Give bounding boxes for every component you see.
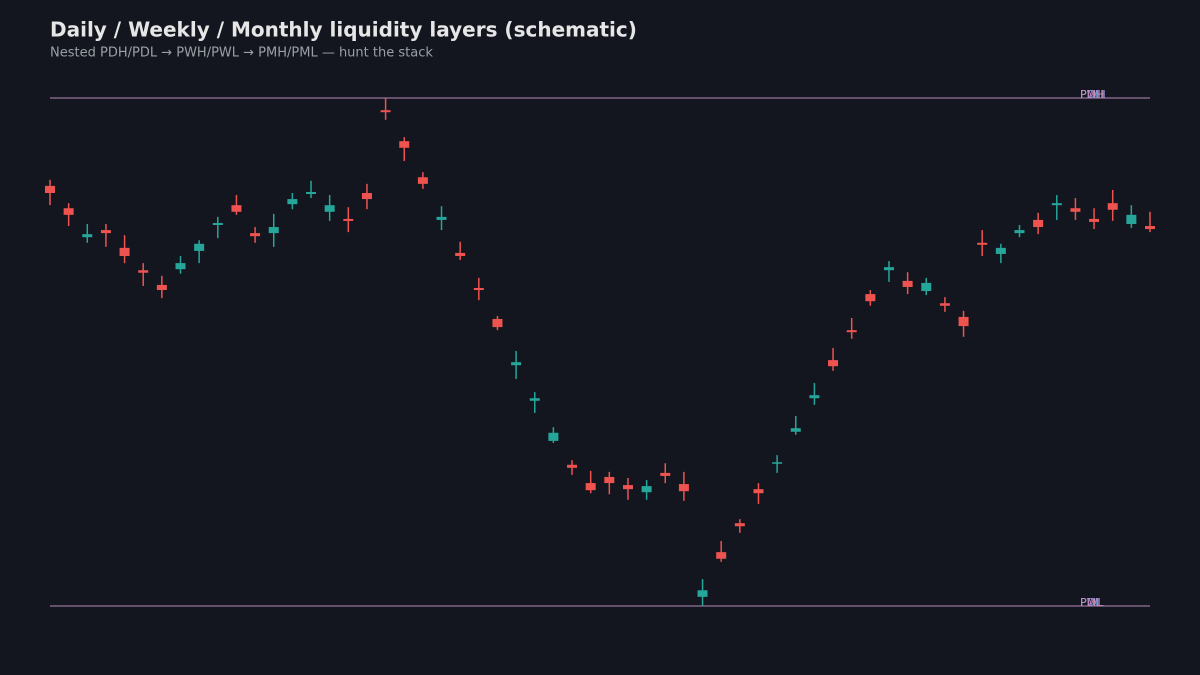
candle-body	[250, 233, 261, 237]
candle-body	[846, 330, 857, 333]
candle-body	[324, 205, 335, 212]
candle-body	[1070, 208, 1081, 212]
chart-title: Daily / Weekly / Monthly liquidity layer…	[50, 18, 637, 42]
candle-body	[1089, 218, 1100, 222]
level-label: PML	[1080, 596, 1103, 609]
candle-body	[902, 280, 913, 287]
candle-body	[716, 552, 727, 559]
candle-body	[138, 270, 149, 273]
candle-body	[958, 316, 969, 327]
candle-body	[380, 110, 391, 113]
candle-body	[343, 218, 354, 221]
candle-body	[585, 483, 596, 491]
candle-body	[492, 318, 503, 328]
candle-body	[939, 303, 950, 306]
candle-body	[697, 590, 708, 597]
candle-body	[82, 234, 93, 238]
candle-body	[194, 243, 205, 251]
candle-body	[1107, 203, 1118, 210]
candle-body	[1014, 230, 1025, 234]
candle-body	[772, 462, 783, 464]
candle-body	[231, 205, 242, 212]
candle-body	[548, 432, 559, 441]
candle-body	[995, 247, 1006, 254]
candle-body	[436, 216, 447, 220]
candle-body	[604, 476, 615, 484]
candle-body	[865, 294, 876, 302]
candle-body	[790, 428, 801, 432]
candle-body	[734, 523, 745, 527]
candle-body	[455, 252, 466, 256]
candle-body	[268, 227, 279, 234]
candle-body	[1145, 226, 1155, 230]
candle-body	[660, 472, 671, 476]
candle-body	[921, 282, 932, 292]
candle-body	[63, 208, 74, 215]
candle-body	[529, 398, 540, 401]
candle-body	[828, 360, 839, 367]
candle-body	[156, 284, 167, 291]
candle-body	[45, 185, 55, 193]
candle-body	[175, 263, 186, 270]
candle-body	[809, 395, 820, 399]
candle-body	[977, 242, 988, 245]
chart-subtitle: Nested PDH/PDL → PWH/PWL → PMH/PML — hun…	[50, 46, 433, 61]
candle-body	[883, 267, 894, 271]
candle-body	[567, 464, 578, 468]
candle-body	[1126, 214, 1137, 224]
candle-body	[306, 191, 317, 195]
candle-body	[361, 192, 372, 200]
candle-body	[119, 247, 130, 256]
candle-body	[1033, 219, 1044, 228]
candle-body	[511, 362, 522, 366]
candle-body	[287, 199, 298, 205]
candle-body	[622, 485, 633, 490]
candle-body	[1051, 203, 1062, 206]
candle-body	[753, 489, 764, 494]
candle-body	[100, 230, 111, 234]
candle-body	[678, 484, 689, 492]
candle-body	[641, 486, 652, 493]
candle-body	[473, 287, 484, 291]
candle-body	[399, 141, 410, 148]
candle-body	[417, 177, 428, 184]
level-label: PMH	[1080, 88, 1104, 101]
candle-body	[212, 222, 223, 225]
